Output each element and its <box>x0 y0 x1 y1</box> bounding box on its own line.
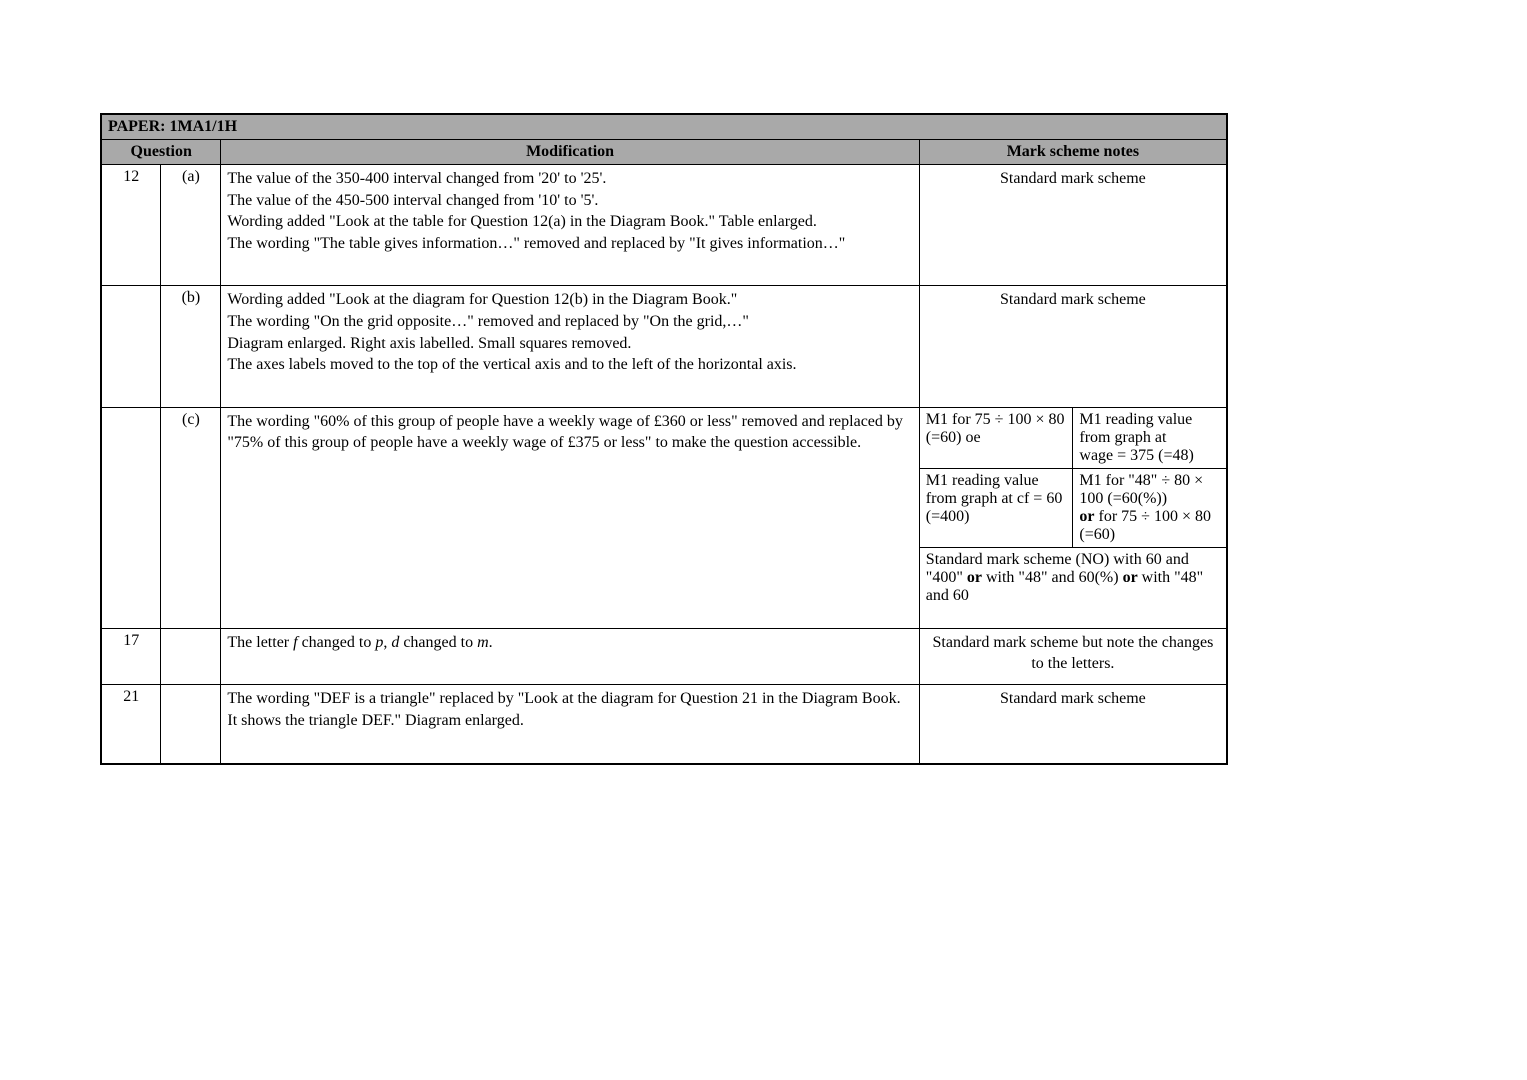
inner-cell: M1 reading value from graph at wage = 37… <box>1073 408 1226 469</box>
mod-letter-m: m <box>477 634 489 651</box>
header-notes: Mark scheme notes <box>919 140 1227 165</box>
mod-text: changed to <box>298 634 376 651</box>
mod-line: The value of the 450-500 interval change… <box>227 190 912 212</box>
mod-line: The wording "The table gives information… <box>227 233 912 255</box>
notes-cell: Standard mark scheme <box>919 685 1227 764</box>
question-part: (a) <box>161 165 221 286</box>
mod-text: The letter <box>227 634 293 651</box>
mod-line: The wording "60% of this group of people… <box>227 411 912 454</box>
question-part <box>161 628 221 685</box>
inner-cell: M1 for "48" ÷ 80 × 100 (=60(%)) or for 7… <box>1073 468 1226 547</box>
modification-cell: The wording "60% of this group of people… <box>221 407 919 628</box>
mod-line: The wording "DEF is a triangle" replaced… <box>227 688 912 731</box>
inner-text: for 75 ÷ 100 × 80 (=60) <box>1079 508 1211 543</box>
header-modification: Modification <box>221 140 919 165</box>
notes-cell: Standard mark scheme <box>919 286 1227 407</box>
mod-line: The value of the 350-400 interval change… <box>227 168 912 190</box>
mark-scheme-table: PAPER: 1MA1/1H Question Modification Mar… <box>100 113 1228 765</box>
inner-cell: M1 reading value from graph at cf = 60 (… <box>920 468 1073 547</box>
table-row: 17 The letter f changed to p, d changed … <box>101 628 1227 685</box>
modification-cell: Wording added "Look at the diagram for Q… <box>221 286 919 407</box>
inner-text: M1 reading value from graph at <box>1079 411 1192 446</box>
notes-cell: Standard mark scheme but note the change… <box>919 628 1227 685</box>
table-row: (b) Wording added "Look at the diagram f… <box>101 286 1227 407</box>
mod-text: . <box>489 634 493 651</box>
inner-text-bold: or <box>967 569 982 586</box>
mod-line: Wording added "Look at the diagram for Q… <box>227 289 912 311</box>
mod-text: changed to <box>399 634 477 651</box>
inner-text: M1 for "48" ÷ 80 × 100 (=60(%)) <box>1079 472 1203 507</box>
inner-text-bold: or <box>1079 508 1094 525</box>
paper-title: PAPER: 1MA1/1H <box>101 114 1227 140</box>
inner-cell: M1 for 75 ÷ 100 × 80 (=60) oe <box>920 408 1073 469</box>
mod-line: The axes labels moved to the top of the … <box>227 354 912 376</box>
question-number <box>101 286 161 407</box>
inner-merged-cell: Standard mark scheme (NO) with 60 and "4… <box>920 547 1226 628</box>
modification-cell: The letter f changed to p, d changed to … <box>221 628 919 685</box>
header-question: Question <box>101 140 221 165</box>
question-number: 12 <box>101 165 161 286</box>
modification-cell: The wording "DEF is a triangle" replaced… <box>221 685 919 764</box>
table-row: 21 The wording "DEF is a triangle" repla… <box>101 685 1227 764</box>
mod-line: Wording added "Look at the table for Que… <box>227 211 912 233</box>
column-headers-row: Question Modification Mark scheme notes <box>101 140 1227 165</box>
question-number <box>101 407 161 628</box>
question-part: (b) <box>161 286 221 407</box>
inner-text: wage = 375 (=48) <box>1079 447 1193 464</box>
paper-title-row: PAPER: 1MA1/1H <box>101 114 1227 140</box>
inner-text: with "48" and 60(%) <box>982 569 1123 586</box>
mod-line: Diagram enlarged. Right axis labelled. S… <box>227 333 912 355</box>
question-part: (c) <box>161 407 221 628</box>
table-row: 12 (a) The value of the 350-400 interval… <box>101 165 1227 286</box>
notes-inner-table: M1 for 75 ÷ 100 × 80 (=60) oe M1 reading… <box>920 408 1226 628</box>
notes-cell: M1 for 75 ÷ 100 × 80 (=60) oe M1 reading… <box>919 407 1227 628</box>
table-row: (c) The wording "60% of this group of pe… <box>101 407 1227 628</box>
inner-text-bold: or <box>1123 569 1138 586</box>
question-part <box>161 685 221 764</box>
notes-cell: Standard mark scheme <box>919 165 1227 286</box>
question-number: 21 <box>101 685 161 764</box>
question-number: 17 <box>101 628 161 685</box>
mod-line: The wording "On the grid opposite…" remo… <box>227 311 912 333</box>
modification-cell: The value of the 350-400 interval change… <box>221 165 919 286</box>
